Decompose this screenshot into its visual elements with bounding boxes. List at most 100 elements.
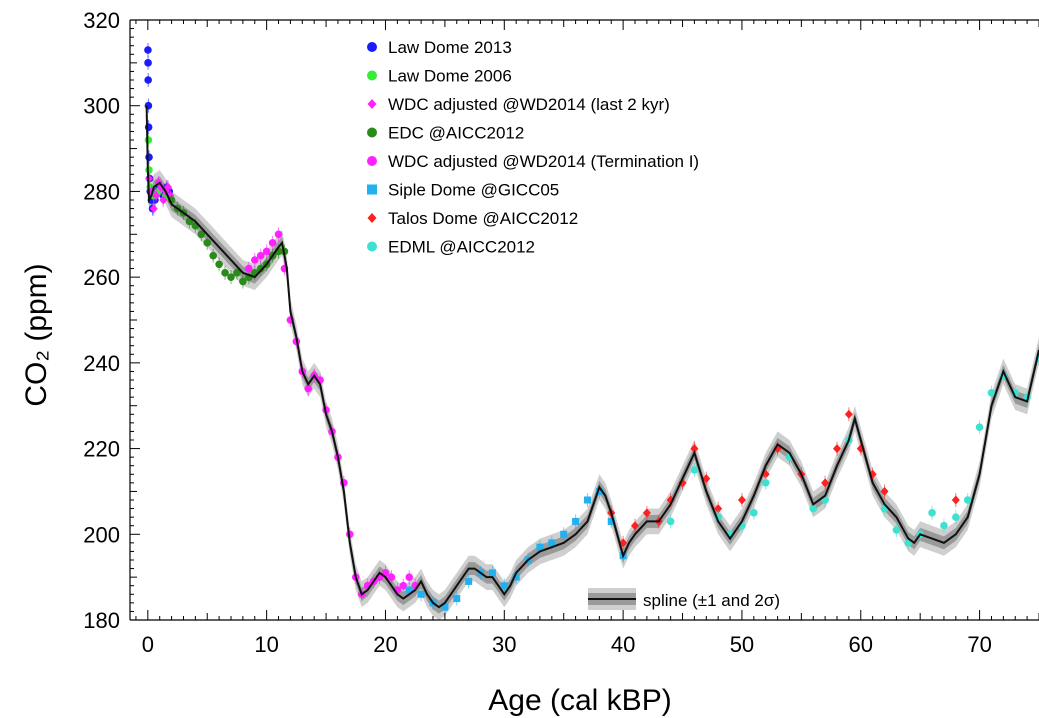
legend-label: WDC adjusted @WD2014 (Termination I)	[388, 152, 699, 171]
data-point	[488, 569, 496, 577]
x-tick-label: 20	[373, 632, 397, 657]
data-point	[583, 496, 591, 504]
data-point	[572, 517, 580, 525]
data-point	[666, 517, 675, 526]
data-point	[256, 251, 265, 260]
x-axis-ticks: 0 10 20 30 40 50 60 70	[135, 20, 1039, 657]
data-point	[500, 582, 508, 590]
y-tick-label: 240	[83, 351, 120, 376]
y-tick-label: 220	[83, 437, 120, 462]
data-point	[702, 474, 711, 484]
x-tick-label: 30	[492, 632, 516, 657]
x-tick-label: 0	[142, 632, 154, 657]
data-point	[405, 586, 413, 594]
data-point	[149, 204, 158, 214]
legend-label: EDML @AICC2012	[388, 238, 535, 257]
series-points	[245, 227, 419, 602]
data-point	[417, 590, 425, 598]
spline-uncertainty-bands	[146, 92, 1039, 621]
legend-marker	[367, 156, 377, 166]
data-point	[607, 517, 615, 525]
data-point	[144, 76, 152, 84]
spline-2sigma-band	[146, 92, 1039, 621]
data-point	[963, 496, 972, 504]
data-point	[245, 264, 253, 273]
legend-label: Siple Dome @GICC05	[388, 181, 559, 200]
y-axis-ticks: 180 200 220 240 260 280 300 320	[83, 8, 140, 633]
data-point	[152, 191, 161, 201]
legend-entry: WDC adjusted @WD2014 (Termination I)	[367, 152, 699, 171]
data-point	[642, 508, 651, 518]
data-point	[203, 239, 212, 247]
data-point	[761, 479, 770, 487]
legend-entry: Talos Dome @AICC2012	[367, 209, 578, 228]
legend-marker	[367, 99, 377, 109]
data-point	[928, 509, 936, 517]
data-point	[750, 509, 758, 517]
data-point	[144, 46, 152, 54]
data-point	[809, 504, 818, 513]
legend-label: Talos Dome @AICC2012	[388, 209, 578, 228]
legend-marker	[367, 127, 377, 138]
data-point	[844, 409, 853, 419]
legend-marker	[367, 42, 377, 52]
legend-entry: Law Dome 2006	[367, 67, 512, 86]
data-point	[833, 444, 841, 454]
data-point	[215, 260, 223, 269]
data-point	[399, 581, 408, 590]
data-point	[144, 59, 152, 67]
data-point	[548, 539, 556, 547]
data-point	[690, 444, 699, 454]
data-point	[197, 230, 206, 239]
data-point	[987, 389, 996, 397]
x-tick-label: 50	[730, 632, 754, 657]
data-point	[145, 153, 153, 161]
data-point	[441, 603, 449, 611]
y-tick-label: 320	[83, 8, 120, 33]
spline-layer	[145, 105, 1039, 609]
legend: Law Dome 2013 Law Dome 2006 WDC adjusted @…	[367, 38, 699, 257]
data-point	[951, 495, 960, 505]
data-point	[952, 513, 960, 521]
y-tick-label: 180	[83, 608, 120, 633]
data-point	[595, 487, 603, 495]
y-axis-title: CO₂ (ppm)	[20, 263, 53, 406]
x-tick-label: 70	[967, 632, 991, 657]
data-point	[737, 495, 746, 505]
data-point	[274, 230, 283, 239]
data-point	[880, 486, 889, 496]
data-point	[453, 595, 461, 603]
y-tick-label: 200	[83, 522, 120, 547]
legend-entry: Law Dome 2013	[367, 38, 512, 57]
data-point	[892, 526, 901, 534]
data-point	[256, 264, 265, 273]
legend-marker	[367, 70, 377, 81]
data-point	[975, 423, 984, 431]
data-point	[233, 269, 241, 277]
data-point	[560, 530, 568, 538]
legend-label: Law Dome 2013	[388, 38, 512, 57]
data-point	[714, 504, 723, 514]
x-tick-label: 40	[611, 632, 635, 657]
data-point	[250, 256, 259, 264]
x-tick-label: 10	[254, 632, 278, 657]
data-point	[239, 277, 247, 286]
data-point	[262, 247, 271, 256]
legend-entry: EDML @AICC2012	[367, 238, 535, 257]
data-point	[512, 573, 520, 581]
legend-marker	[367, 241, 377, 252]
data-point	[465, 577, 473, 585]
data-point	[304, 384, 313, 393]
x-axis-title: Age (cal kBP)	[488, 684, 671, 717]
data-point	[227, 273, 235, 281]
data-point	[631, 521, 639, 531]
legend-label: Law Dome 2006	[388, 67, 512, 86]
data-point	[209, 251, 217, 260]
y-tick-label: 260	[83, 265, 120, 290]
data-point	[940, 521, 948, 530]
data-point	[387, 573, 396, 581]
legend-entry: WDC adjusted @WD2014 (last 2 kyr)	[367, 95, 670, 114]
data-point	[690, 466, 699, 474]
data-point	[268, 239, 277, 247]
